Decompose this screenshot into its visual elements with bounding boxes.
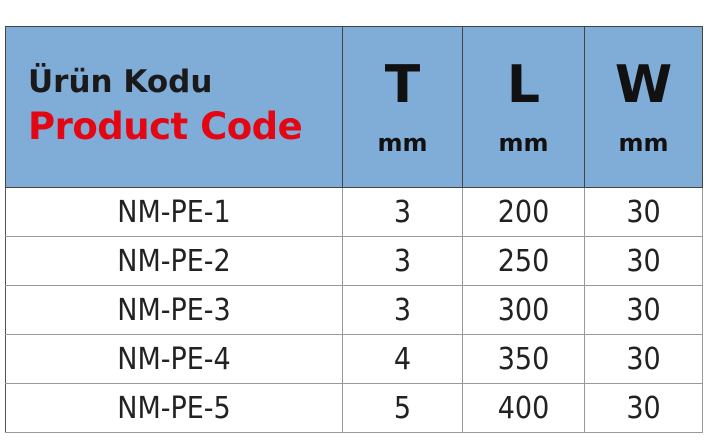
- w-value: 30: [584, 285, 703, 335]
- l-value: 400: [462, 383, 585, 433]
- t-value: 3: [342, 187, 463, 237]
- unit: mm: [377, 129, 428, 157]
- product-code: NM-PE-1: [5, 187, 343, 237]
- unit: mm: [498, 129, 549, 157]
- l-value: 250: [462, 236, 585, 286]
- table-row: NM-PE-5 5 400 30: [5, 383, 703, 433]
- unit: mm: [618, 129, 669, 157]
- w-value: 30: [584, 383, 703, 433]
- t-value: 4: [342, 334, 463, 384]
- t-value: 5: [342, 383, 463, 433]
- table-row: NM-PE-3 3 300 30: [5, 285, 703, 335]
- product-code-tr: Ürün Kodu: [28, 64, 213, 100]
- header-product-code: Ürün Kodu Product Code: [5, 26, 343, 188]
- l-value: 200: [462, 187, 585, 237]
- l-value: 300: [462, 285, 585, 335]
- table-row: NM-PE-2 3 250 30: [5, 236, 703, 286]
- product-code: NM-PE-3: [5, 285, 343, 335]
- product-code: NM-PE-5: [5, 383, 343, 433]
- symbol: W: [614, 55, 673, 115]
- symbol: L: [506, 55, 541, 115]
- w-value: 30: [584, 236, 703, 286]
- symbol: T: [384, 55, 421, 115]
- t-value: 3: [342, 236, 463, 286]
- product-code-en: Product Code: [28, 105, 303, 148]
- product-code: NM-PE-2: [5, 236, 343, 286]
- w-value: 30: [584, 334, 703, 384]
- l-value: 350: [462, 334, 585, 384]
- t-value: 3: [342, 285, 463, 335]
- w-value: 30: [584, 187, 703, 237]
- table-row: NM-PE-4 4 350 30: [5, 334, 703, 384]
- product-code: NM-PE-4: [5, 334, 343, 384]
- table-row: NM-PE-1 3 200 30: [5, 187, 703, 237]
